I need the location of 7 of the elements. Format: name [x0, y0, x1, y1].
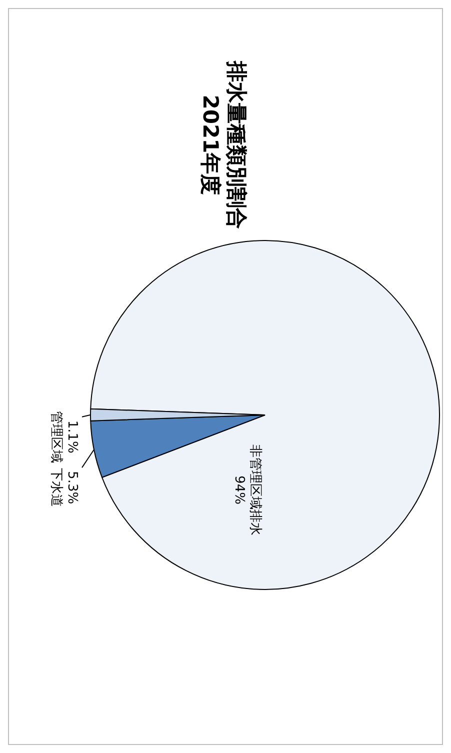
chart-title: 排水量種類別割合 2021年度	[198, 60, 249, 229]
slice-label: 管理区域	[48, 410, 64, 463]
slice-label: 非管理区域排水	[248, 444, 263, 536]
data-label: 5.3%	[64, 471, 80, 504]
data-label: 1.1%	[64, 420, 80, 454]
data-label: 94%	[232, 476, 247, 504]
slice-label: 下水道	[48, 468, 64, 508]
